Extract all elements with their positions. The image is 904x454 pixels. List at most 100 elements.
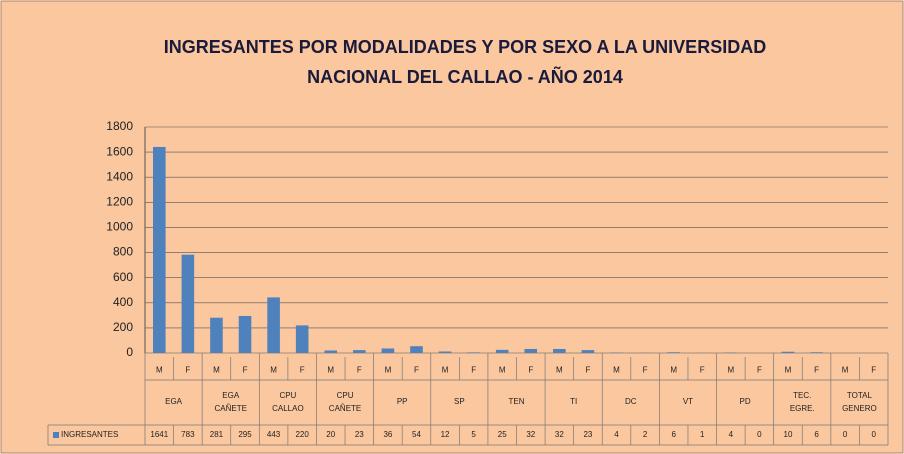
x-tick-label: M (270, 366, 277, 375)
table-value: 220 (295, 430, 309, 439)
x-tick-label: F (871, 366, 876, 375)
x-tick-label: F (185, 366, 190, 375)
x-tick-label: F (585, 366, 590, 375)
x-tick-label: M (442, 366, 449, 375)
bar (810, 352, 823, 353)
x-tick-label: M (727, 366, 734, 375)
x-tick-label: M (327, 366, 334, 375)
x-tick-label: F (357, 366, 362, 375)
bar (267, 297, 280, 353)
table-value: 0 (871, 430, 876, 439)
bar (153, 146, 166, 353)
bar (410, 346, 423, 353)
x-tick-label: M (385, 366, 392, 375)
y-tick-label: 1400 (106, 169, 133, 183)
group-label: VT (683, 397, 693, 406)
table-value: 295 (238, 430, 252, 439)
group-label: CPU CALLAO (272, 391, 304, 413)
bar (495, 349, 509, 353)
table-value: 4 (614, 430, 619, 439)
x-tick-label: M (213, 366, 220, 375)
table-value: 443 (267, 430, 281, 439)
x-tick-label: F (528, 366, 533, 375)
y-tick-label: 600 (113, 270, 133, 284)
x-tick-label: F (471, 366, 476, 375)
table-value: 1641 (150, 430, 168, 439)
bar (610, 352, 623, 353)
x-tick-label: M (499, 366, 506, 375)
bar (381, 348, 395, 353)
bar (781, 351, 795, 353)
x-tick-label: F (243, 366, 248, 375)
bar (438, 351, 452, 353)
x-tick-label: M (670, 366, 677, 375)
table-value: 23 (355, 430, 364, 439)
y-tick-label: 1200 (106, 195, 133, 209)
table-value: 4 (729, 430, 734, 439)
y-tick-label: 1600 (106, 144, 133, 158)
x-tick-label: F (757, 366, 762, 375)
y-tick-label: 1800 (106, 119, 133, 133)
bar (581, 350, 595, 353)
y-tick-label: 0 (126, 345, 133, 359)
table-value: 32 (555, 430, 564, 439)
table-value: 5 (471, 430, 476, 439)
bar (724, 352, 738, 353)
legend-swatch (53, 432, 59, 438)
group-label: SP (454, 397, 465, 406)
bar (524, 348, 538, 353)
group-label: EGA (165, 397, 183, 406)
x-tick-label: F (814, 366, 819, 375)
group-label: PD (740, 397, 751, 406)
bar (210, 317, 223, 353)
x-tick-label: F (300, 366, 305, 375)
x-tick-label: M (613, 366, 620, 375)
group-label: CPU CAÑETE (329, 391, 361, 413)
bar (181, 254, 195, 353)
y-tick-label: 1000 (106, 220, 133, 234)
bar (324, 350, 338, 353)
chart-title: INGRESANTES POR MODALIDADES Y POR SEXO A… (164, 37, 766, 57)
bar (295, 325, 309, 353)
table-value: 281 (210, 430, 224, 439)
table-value: 25 (498, 430, 507, 439)
table-value: 12 (441, 430, 450, 439)
group-label: DC (625, 397, 637, 406)
group-label: TEN (509, 397, 525, 406)
x-tick-label: F (414, 366, 419, 375)
table-value: 54 (412, 430, 421, 439)
table-value: 0 (757, 430, 762, 439)
chart-title: NACIONAL DEL CALLAO - AÑO 2014 (307, 66, 623, 87)
x-tick-label: M (842, 366, 849, 375)
bar (467, 352, 480, 353)
table-value: 32 (526, 430, 535, 439)
table-value: 1 (700, 430, 705, 439)
x-tick-label: M (785, 366, 792, 375)
bar (553, 348, 566, 353)
y-tick-label: 800 (113, 245, 133, 259)
table-value: 2 (643, 430, 648, 439)
x-tick-label: F (700, 366, 705, 375)
bar (238, 315, 252, 353)
table-value: 783 (181, 430, 195, 439)
group-label: EGA CAÑETE (215, 391, 247, 413)
table-value: 10 (784, 430, 793, 439)
group-label: PP (397, 397, 408, 406)
x-tick-label: F (643, 366, 648, 375)
table-value: 20 (326, 430, 335, 439)
table-value: 36 (383, 430, 392, 439)
legend-label: INGRESANTES (61, 430, 118, 439)
table-value: 23 (583, 430, 592, 439)
y-tick-label: 400 (113, 295, 133, 309)
group-label: TI (570, 397, 577, 406)
group-label: TEC. EGRE. (790, 391, 815, 413)
bar (353, 350, 366, 353)
table-value: 6 (814, 430, 819, 439)
bar (667, 352, 680, 353)
y-tick-label: 200 (113, 320, 133, 334)
table-value: 6 (671, 430, 676, 439)
x-tick-label: M (156, 366, 163, 375)
x-tick-label: M (556, 366, 563, 375)
